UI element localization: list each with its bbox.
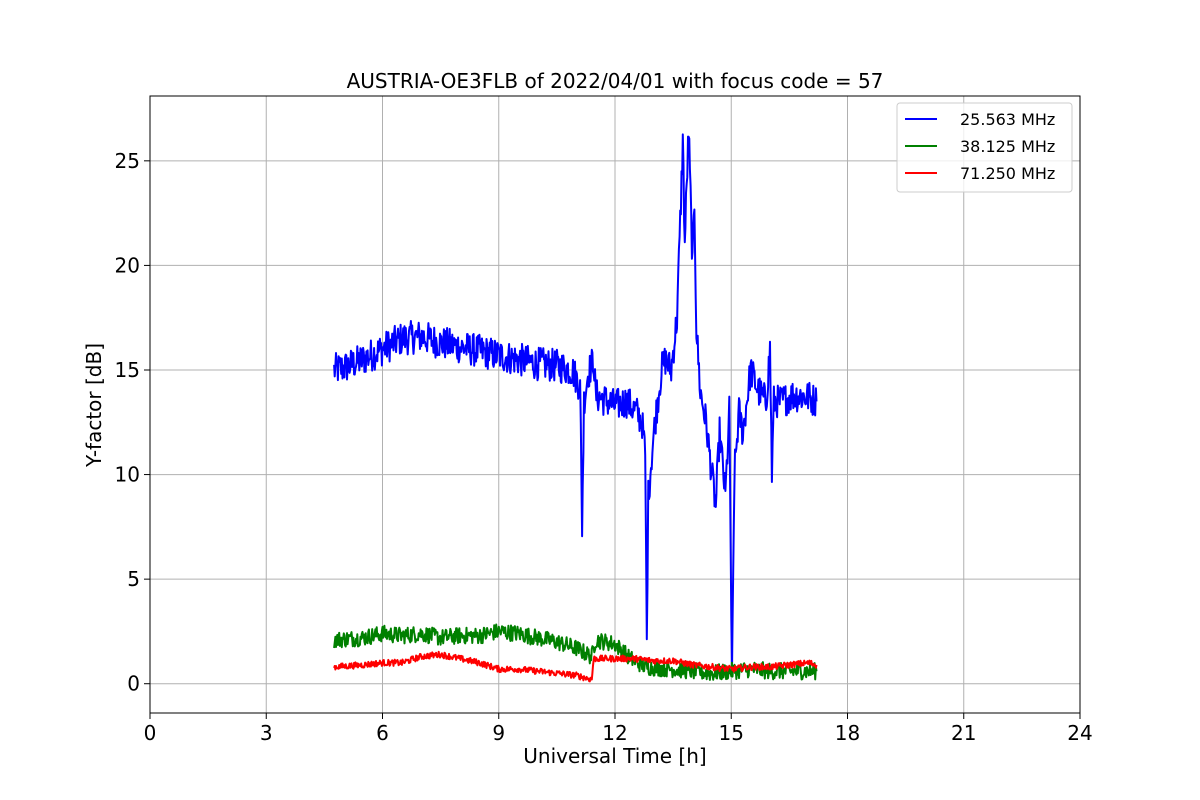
legend-label: 25.563 MHz bbox=[960, 110, 1055, 129]
y-tick-label: 0 bbox=[127, 672, 140, 696]
chart-title: AUSTRIA-OE3FLB of 2022/04/01 with focus … bbox=[347, 69, 884, 93]
x-tick-label: 9 bbox=[492, 721, 505, 745]
y-axis-label: Y-factor [dB] bbox=[82, 343, 106, 468]
series-layer bbox=[333, 133, 818, 683]
y-tick-label: 15 bbox=[115, 358, 140, 382]
y-tick-label: 5 bbox=[127, 567, 140, 591]
legend-label: 71.250 MHz bbox=[960, 164, 1055, 183]
x-tick-label: 24 bbox=[1067, 721, 1092, 745]
x-tick-label: 12 bbox=[602, 721, 627, 745]
series-line-3 bbox=[333, 650, 818, 683]
series-line-2 bbox=[333, 623, 818, 681]
x-tick-label: 6 bbox=[376, 721, 389, 745]
axis-ticks: 0 3 6 9 12 15 18 21 24 0 5 10 15 20 25 bbox=[115, 149, 1093, 745]
x-tick-label: 0 bbox=[144, 721, 157, 745]
x-tick-label: 21 bbox=[951, 721, 976, 745]
y-tick-label: 20 bbox=[115, 253, 140, 277]
legend-box bbox=[896, 102, 1073, 193]
x-tick-label: 18 bbox=[835, 721, 860, 745]
y-tick-label: 25 bbox=[115, 149, 140, 173]
x-tick-label: 3 bbox=[260, 721, 273, 745]
x-tick-label: 15 bbox=[719, 721, 744, 745]
series-line-1 bbox=[333, 133, 818, 672]
legend-label: 38.125 MHz bbox=[960, 137, 1055, 156]
y-tick-label: 10 bbox=[115, 463, 140, 487]
legend: 25.563 MHz 38.125 MHz 71.250 MHz bbox=[896, 102, 1073, 193]
x-axis-label: Universal Time [h] bbox=[523, 744, 706, 768]
